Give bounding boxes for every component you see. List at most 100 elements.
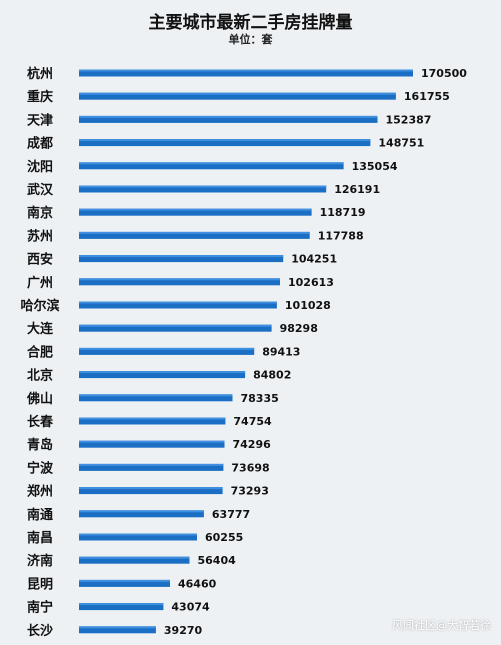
bar (79, 603, 164, 611)
bar (79, 487, 223, 495)
bar-highlight (79, 139, 371, 142)
bar (79, 255, 284, 263)
category-label: 宁波 (27, 460, 54, 476)
value-label: 74296 (233, 438, 272, 451)
bar-highlight (79, 556, 190, 559)
bar (79, 394, 233, 402)
category-label: 杭州 (27, 66, 53, 82)
watermark-text: 风闻社区@大智若徐 (392, 619, 491, 632)
bar-highlight (79, 231, 310, 234)
bar (79, 533, 197, 541)
bar (79, 208, 312, 216)
bar-highlight (79, 278, 280, 281)
category-label: 青岛 (27, 437, 53, 453)
bar (79, 510, 204, 518)
bar-highlight (79, 92, 396, 95)
bar-highlight (79, 347, 255, 350)
value-label: 73293 (231, 485, 269, 498)
bar-highlight (79, 417, 226, 420)
value-label: 56404 (198, 554, 237, 567)
category-label: 苏州 (27, 228, 53, 244)
bar-highlight (79, 371, 246, 374)
bar-highlight (79, 440, 225, 443)
category-label: 佛山 (26, 391, 53, 407)
value-label: 39270 (164, 624, 203, 637)
bar-highlight (79, 69, 413, 72)
bar-highlight (79, 162, 344, 165)
bar-highlight (79, 579, 170, 582)
value-label: 118719 (320, 206, 366, 219)
value-label: 161755 (404, 90, 450, 103)
category-label: 南通 (27, 507, 53, 523)
category-label: 郑州 (27, 484, 53, 500)
value-label: 102613 (288, 276, 334, 289)
category-label: 哈尔滨 (20, 298, 59, 314)
bar-highlight (79, 324, 272, 327)
bar (79, 417, 226, 425)
value-label: 43074 (171, 601, 210, 614)
bar (79, 139, 371, 147)
bar-highlight (79, 208, 312, 211)
category-label: 北京 (27, 368, 53, 384)
bar (79, 231, 310, 239)
bar (79, 324, 272, 332)
value-label: 101028 (285, 299, 331, 312)
bars-group: 杭州 170500 重庆 161755 天津 152387 成都 148751 沈阳 135054… (20, 66, 467, 639)
category-label: 天津 (27, 112, 53, 128)
bar-highlight (79, 255, 284, 258)
category-label: 西安 (27, 252, 53, 268)
bar-highlight (79, 301, 277, 304)
category-label: 合肥 (27, 344, 53, 360)
value-label: 73698 (231, 461, 269, 474)
bar-highlight (79, 115, 378, 118)
bar-highlight (79, 394, 233, 397)
bar-highlight (79, 185, 327, 188)
category-label: 沈阳 (27, 159, 53, 175)
category-label: 长沙 (27, 623, 53, 639)
category-label: 成都 (27, 136, 53, 152)
bar-highlight (79, 533, 197, 536)
chart-subtitle: 单位：套 (228, 33, 273, 46)
category-label: 南京 (27, 205, 53, 221)
value-label: 117788 (318, 229, 364, 242)
bar (79, 579, 170, 587)
value-label: 98298 (280, 322, 318, 335)
value-label: 78335 (241, 392, 279, 405)
category-label: 重庆 (27, 89, 53, 105)
bar-highlight (79, 510, 204, 513)
bar-highlight (79, 463, 224, 466)
category-label: 南宁 (27, 600, 53, 616)
category-label: 广州 (27, 275, 53, 291)
value-label: 170500 (421, 67, 467, 80)
bar (79, 115, 378, 123)
value-label: 84802 (253, 369, 291, 382)
category-label: 南昌 (27, 530, 53, 546)
bar (79, 556, 190, 564)
bar-highlight (79, 626, 156, 629)
value-label: 126191 (334, 183, 380, 196)
category-label: 大连 (27, 321, 54, 337)
bar (79, 278, 280, 286)
category-label: 武汉 (27, 182, 54, 198)
value-label: 46460 (178, 577, 217, 590)
bar (79, 185, 327, 193)
value-label: 89413 (262, 345, 300, 358)
bar-highlight (79, 603, 164, 606)
value-label: 74754 (233, 415, 272, 428)
bar (79, 92, 396, 100)
bar (79, 463, 224, 471)
chart-title: 主要城市最新二手房挂牌量 (148, 13, 353, 33)
bar (79, 440, 225, 448)
value-label: 148751 (378, 137, 424, 150)
category-label: 济南 (27, 553, 53, 569)
bar (79, 69, 413, 77)
bar (79, 371, 246, 379)
category-label: 昆明 (27, 576, 53, 592)
bar (79, 162, 344, 170)
value-label: 63777 (212, 508, 250, 521)
bar (79, 301, 277, 309)
value-label: 104251 (291, 253, 337, 266)
value-label: 60255 (205, 531, 243, 544)
value-label: 135054 (352, 160, 398, 173)
